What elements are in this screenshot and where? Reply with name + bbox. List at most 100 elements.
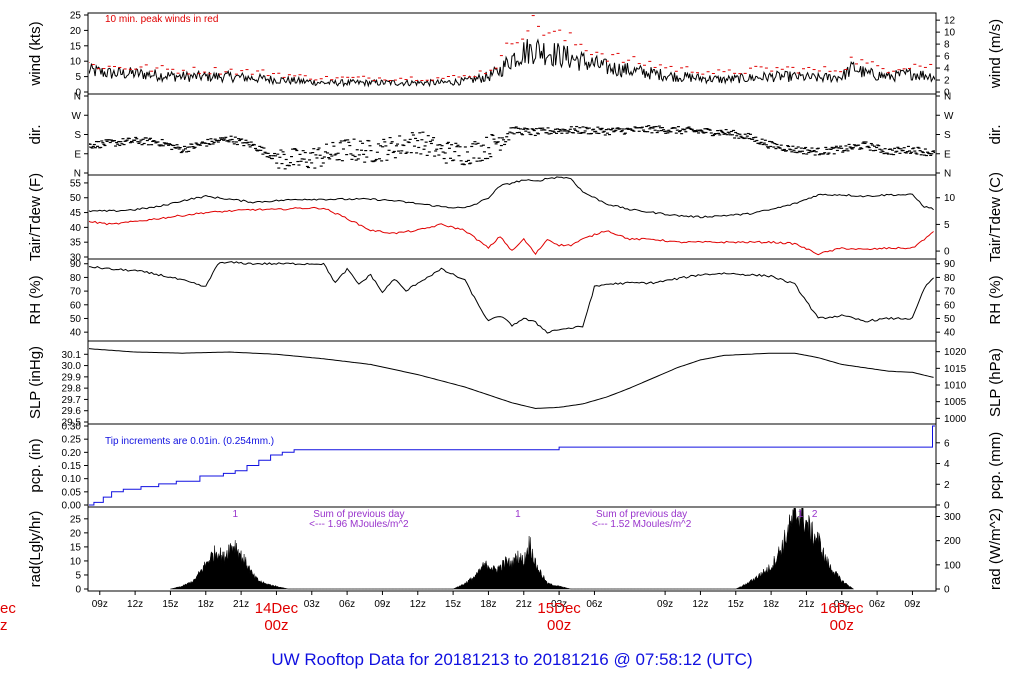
- slp-ylabel-right: SLP (hPa): [987, 348, 1004, 417]
- time-tick-label: 18z: [198, 599, 214, 610]
- slp-ltick-label: 29.5: [62, 418, 82, 429]
- pcp-plot: [89, 425, 935, 506]
- day-label: 16Dec: [820, 600, 864, 617]
- dir-rtick-label: S: [944, 130, 951, 141]
- time-tick-label: 21z: [516, 599, 532, 610]
- pcp-ltick-label: 0.00: [62, 501, 82, 512]
- rad-rtick-label: 300: [944, 512, 961, 523]
- radiation-peak-marker: 2: [812, 509, 818, 520]
- panel-temp: 30 35 40 45 50 55 0 5 10 Tair/Tdew (F) Tair/Tdew (…: [27, 172, 1004, 264]
- rh-plot: [89, 261, 934, 334]
- rad-ltick-label: 10: [70, 556, 82, 567]
- time-tick-label: 12z: [692, 599, 708, 610]
- rad-ltick-label: 15: [70, 542, 82, 553]
- time-tick-label: 09z: [92, 599, 108, 610]
- temp-ltick-label: 45: [70, 208, 82, 219]
- slp-rtick-label: 1000: [944, 414, 967, 425]
- rad-frame: [87, 506, 937, 592]
- rh-ltick-label: 90: [70, 259, 82, 270]
- slp-ltick-label: 30.1: [62, 350, 82, 361]
- slp-rtick-label: 1005: [944, 397, 967, 408]
- temp-rtick-label: 5: [944, 220, 950, 231]
- dir-rtick-label: N: [944, 92, 951, 103]
- wind-frame: [87, 12, 937, 95]
- time-tick-label: 21z: [798, 599, 814, 610]
- time-tick-label: 03z: [304, 599, 320, 610]
- slp-rtick-label: 1010: [944, 381, 967, 392]
- temp-frame: [87, 174, 937, 260]
- rh-series-0: [89, 261, 934, 334]
- dir-ylabel-right: dir.: [987, 124, 1004, 144]
- day-sub-label: 00z: [830, 617, 854, 634]
- precip-annotation: Tip increments are 0.01in. (0.254mm.): [105, 436, 274, 447]
- wind-ltick-label: 0: [75, 88, 81, 99]
- day-label: 15Dec: [537, 600, 581, 617]
- rad-ltick-label: 25: [70, 514, 82, 525]
- dir-rtick-label: N: [944, 169, 951, 180]
- time-tick-label: 18z: [480, 599, 496, 610]
- time-tick-label: 15z: [162, 599, 178, 610]
- pcp-ltick-label: 0.20: [62, 448, 82, 459]
- temp-series-1: [89, 206, 934, 256]
- time-tick-label: 06z: [869, 599, 885, 610]
- dir-ltick-label: S: [74, 130, 81, 141]
- radiation-peak-marker: 1: [798, 509, 804, 520]
- panel-rh: 40 50 60 70 80 90 40 50 60 70 80 90 RH (%) RH (%): [27, 258, 1004, 342]
- rh-ltick-label: 40: [70, 328, 82, 339]
- slp-series-0: [89, 348, 934, 410]
- pcp-rtick-label: 2: [944, 480, 950, 491]
- rh-rtick-label: 70: [944, 287, 956, 298]
- dir-ltick-label: N: [74, 92, 81, 103]
- wind-ltick-label: 20: [70, 26, 82, 37]
- time-tick-label: 06z: [586, 599, 602, 610]
- rh-rtick-label: 60: [944, 300, 956, 311]
- wind-rtick-label: 12: [944, 16, 956, 27]
- rh-ltick-label: 60: [70, 300, 82, 311]
- time-tick-label: 09z: [374, 599, 390, 610]
- pcp-ltick-label: 0.10: [62, 474, 82, 485]
- rh-rtick-label: 90: [944, 259, 956, 270]
- temp-plot: [89, 176, 934, 256]
- pcp-ltick-label: 0.25: [62, 435, 82, 446]
- dir-ltick-label: E: [74, 149, 81, 160]
- time-tick-label: 03z: [834, 599, 850, 610]
- time-tick-label: 09z: [657, 599, 673, 610]
- rad-rtick-label: 100: [944, 560, 961, 571]
- rad-ltick-label: 5: [75, 570, 81, 581]
- pcp-ltick-label: 0.30: [62, 422, 82, 433]
- slp-plot: [89, 348, 934, 410]
- rad-rtick-label: 200: [944, 536, 961, 547]
- wind-rtick-label: 2: [944, 76, 950, 87]
- rh-ylabel-left: RH (%): [27, 275, 44, 324]
- rad-ylabel-right: rad (W/m^2): [987, 508, 1004, 590]
- rh-rtick-label: 50: [944, 314, 956, 325]
- pcp-rtick-label: 0: [944, 501, 950, 512]
- wind-ylabel-left: wind (kts): [27, 21, 44, 86]
- time-axis: 09z 12z 15z 18z 21z 03z 06z 09z 12z 15z 18z 21z 03z 0…: [0, 591, 921, 634]
- chart-title: UW Rooftop Data for 20181213 to 20181216…: [271, 650, 752, 669]
- time-tick-label: 03z: [551, 599, 567, 610]
- time-tick-label: 06z: [339, 599, 355, 610]
- wind-ltick-label: 25: [70, 11, 82, 22]
- temp-ltick-label: 50: [70, 193, 82, 204]
- wind-ltick-label: 5: [75, 72, 81, 83]
- rad-ltick-label: 0: [75, 585, 81, 596]
- panel-pcp: 0.00 0.05 0.10 0.15 0.20 0.25 0.30 0 2 4 6 pcp. (in…: [27, 422, 1004, 512]
- wind-rtick-label: 0: [944, 88, 950, 99]
- slp-ltick-label: 29.7: [62, 395, 82, 406]
- wind-ltick-label: 15: [70, 41, 82, 52]
- slp-frame: [87, 340, 937, 425]
- rh-ylabel-right: RH (%): [987, 275, 1004, 324]
- rad-ylabel-left: rad(Lgly/hr): [27, 511, 44, 588]
- dir-rtick-label: W: [944, 111, 954, 122]
- rh-ltick-label: 50: [70, 314, 82, 325]
- day-label-cut: ec: [0, 600, 16, 617]
- time-tick-label: 15z: [445, 599, 461, 610]
- slp-ltick-label: 29.6: [62, 406, 82, 417]
- wind-rtick-label: 4: [944, 64, 950, 75]
- day-sub-label-cut: z: [0, 617, 8, 634]
- temp-ylabel-left: Tair/Tdew (F): [27, 173, 44, 261]
- time-tick-label: 21z: [233, 599, 249, 610]
